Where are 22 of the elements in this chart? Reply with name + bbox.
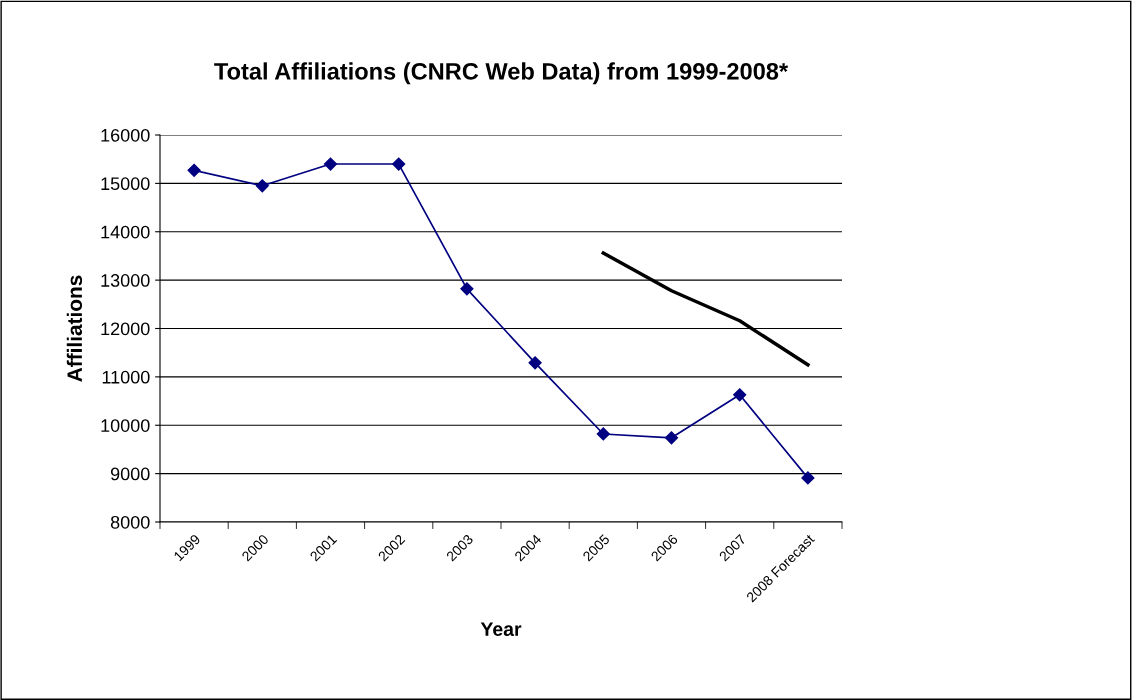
y-axis-title: Affiliations <box>66 275 83 382</box>
point <box>801 471 815 485</box>
y-tick-label: 8000 <box>110 515 150 529</box>
y-tick-label: 15000 <box>101 177 150 191</box>
point <box>733 388 747 402</box>
x-axis-title: Year <box>480 622 522 636</box>
y-tick-label: 11000 <box>102 370 150 384</box>
point <box>255 179 269 193</box>
point <box>323 157 338 171</box>
point <box>528 356 542 370</box>
y-tick-label: 12000 <box>101 322 150 336</box>
y-tick-label: 14000 <box>101 225 150 239</box>
chart-title: Total Affiliations (CNRC Web Data) from 1999-2008* <box>214 62 789 85</box>
point <box>392 157 406 171</box>
y-tick-label: 13000 <box>101 274 150 287</box>
point <box>460 282 474 296</box>
point <box>664 431 679 445</box>
point <box>596 427 610 441</box>
y-tick-label: 9000 <box>110 467 150 481</box>
y-tick-label: 16000 <box>101 128 150 142</box>
point <box>187 163 201 177</box>
y-tick-label: 10000 <box>101 419 150 432</box>
